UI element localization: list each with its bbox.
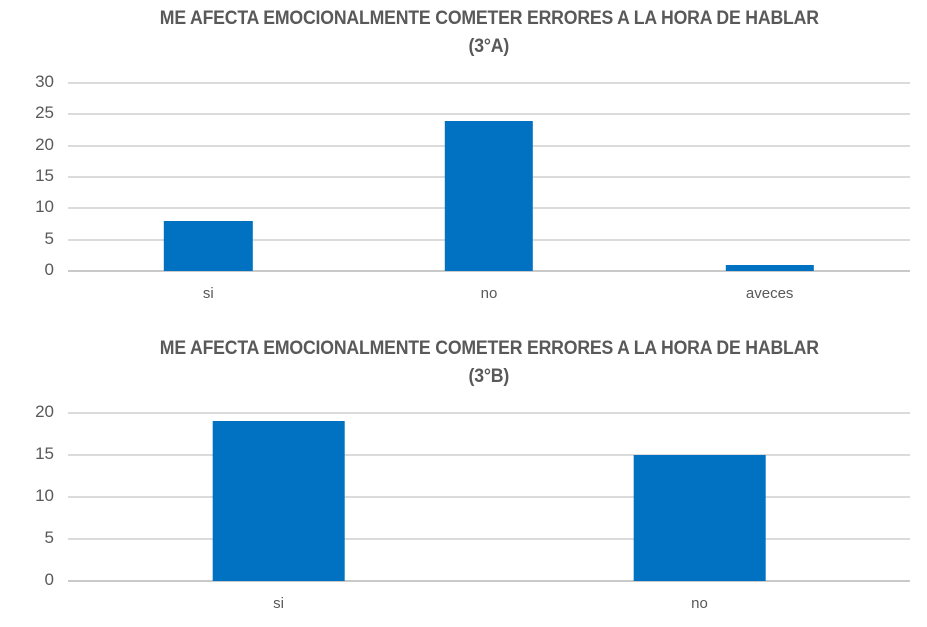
bar-no — [444, 120, 534, 271]
y-tick-label: 30 — [35, 72, 54, 91]
x-category-label: si — [273, 595, 284, 612]
gridline — [68, 412, 910, 414]
gridline — [68, 538, 910, 540]
plot-area: 0 5 10 15 20 25 30 si no aveces — [35, 72, 910, 302]
chart-subtitle: (3°A) — [468, 36, 510, 57]
gridline — [68, 113, 910, 116]
x-category-label: no — [691, 595, 708, 612]
gridline — [68, 496, 910, 498]
x-axis-line — [68, 580, 910, 582]
chart-title-text: ME AFECTA EMOCIONALMENTE COMETER ERRORES… — [159, 8, 819, 29]
y-tick-label: 5 — [44, 528, 54, 547]
gridline — [68, 82, 910, 84]
y-tick-label: 25 — [35, 103, 54, 123]
y-tick-label: 20 — [35, 134, 54, 154]
y-tick-label: 15 — [35, 444, 54, 463]
chart-subtitle: (3°B) — [468, 366, 510, 387]
x-category-label: si — [202, 285, 214, 302]
x-category-label: aveces — [745, 285, 794, 302]
x-axis-line — [68, 270, 910, 272]
y-tick-label: 0 — [44, 260, 54, 279]
y-tick-label: 0 — [44, 570, 54, 589]
bar-si — [164, 220, 253, 271]
y-tick-label: 15 — [35, 166, 54, 185]
y-tick-label: 20 — [35, 402, 54, 421]
chart-3a: ME AFECTA EMOCIONALMENTE COMETER ERRORES… — [35, 5, 910, 302]
chart-3b: ME AFECTA EMOCIONALMENTE COMETER ERRORES… — [0, 330, 927, 627]
bar-no — [633, 455, 766, 581]
y-tick-label: 5 — [44, 228, 54, 248]
bar-si — [212, 421, 345, 581]
y-tick-label: 10 — [35, 486, 54, 505]
chart-title-text: ME AFECTA EMOCIONALMENTE COMETER ERRORES… — [159, 338, 819, 359]
x-category-label: no — [480, 285, 498, 302]
chart-title: ME AFECTA EMOCIONALMENTE COMETER ERRORES… — [68, 335, 910, 391]
gridline — [68, 454, 910, 456]
bar-aveces — [725, 264, 814, 271]
plot-area: 0 5 10 15 20 si no — [35, 402, 910, 612]
chart-title: ME AFECTA EMOCIONALMENTE COMETER ERRORES… — [68, 5, 910, 61]
y-tick-label: 10 — [35, 197, 54, 217]
